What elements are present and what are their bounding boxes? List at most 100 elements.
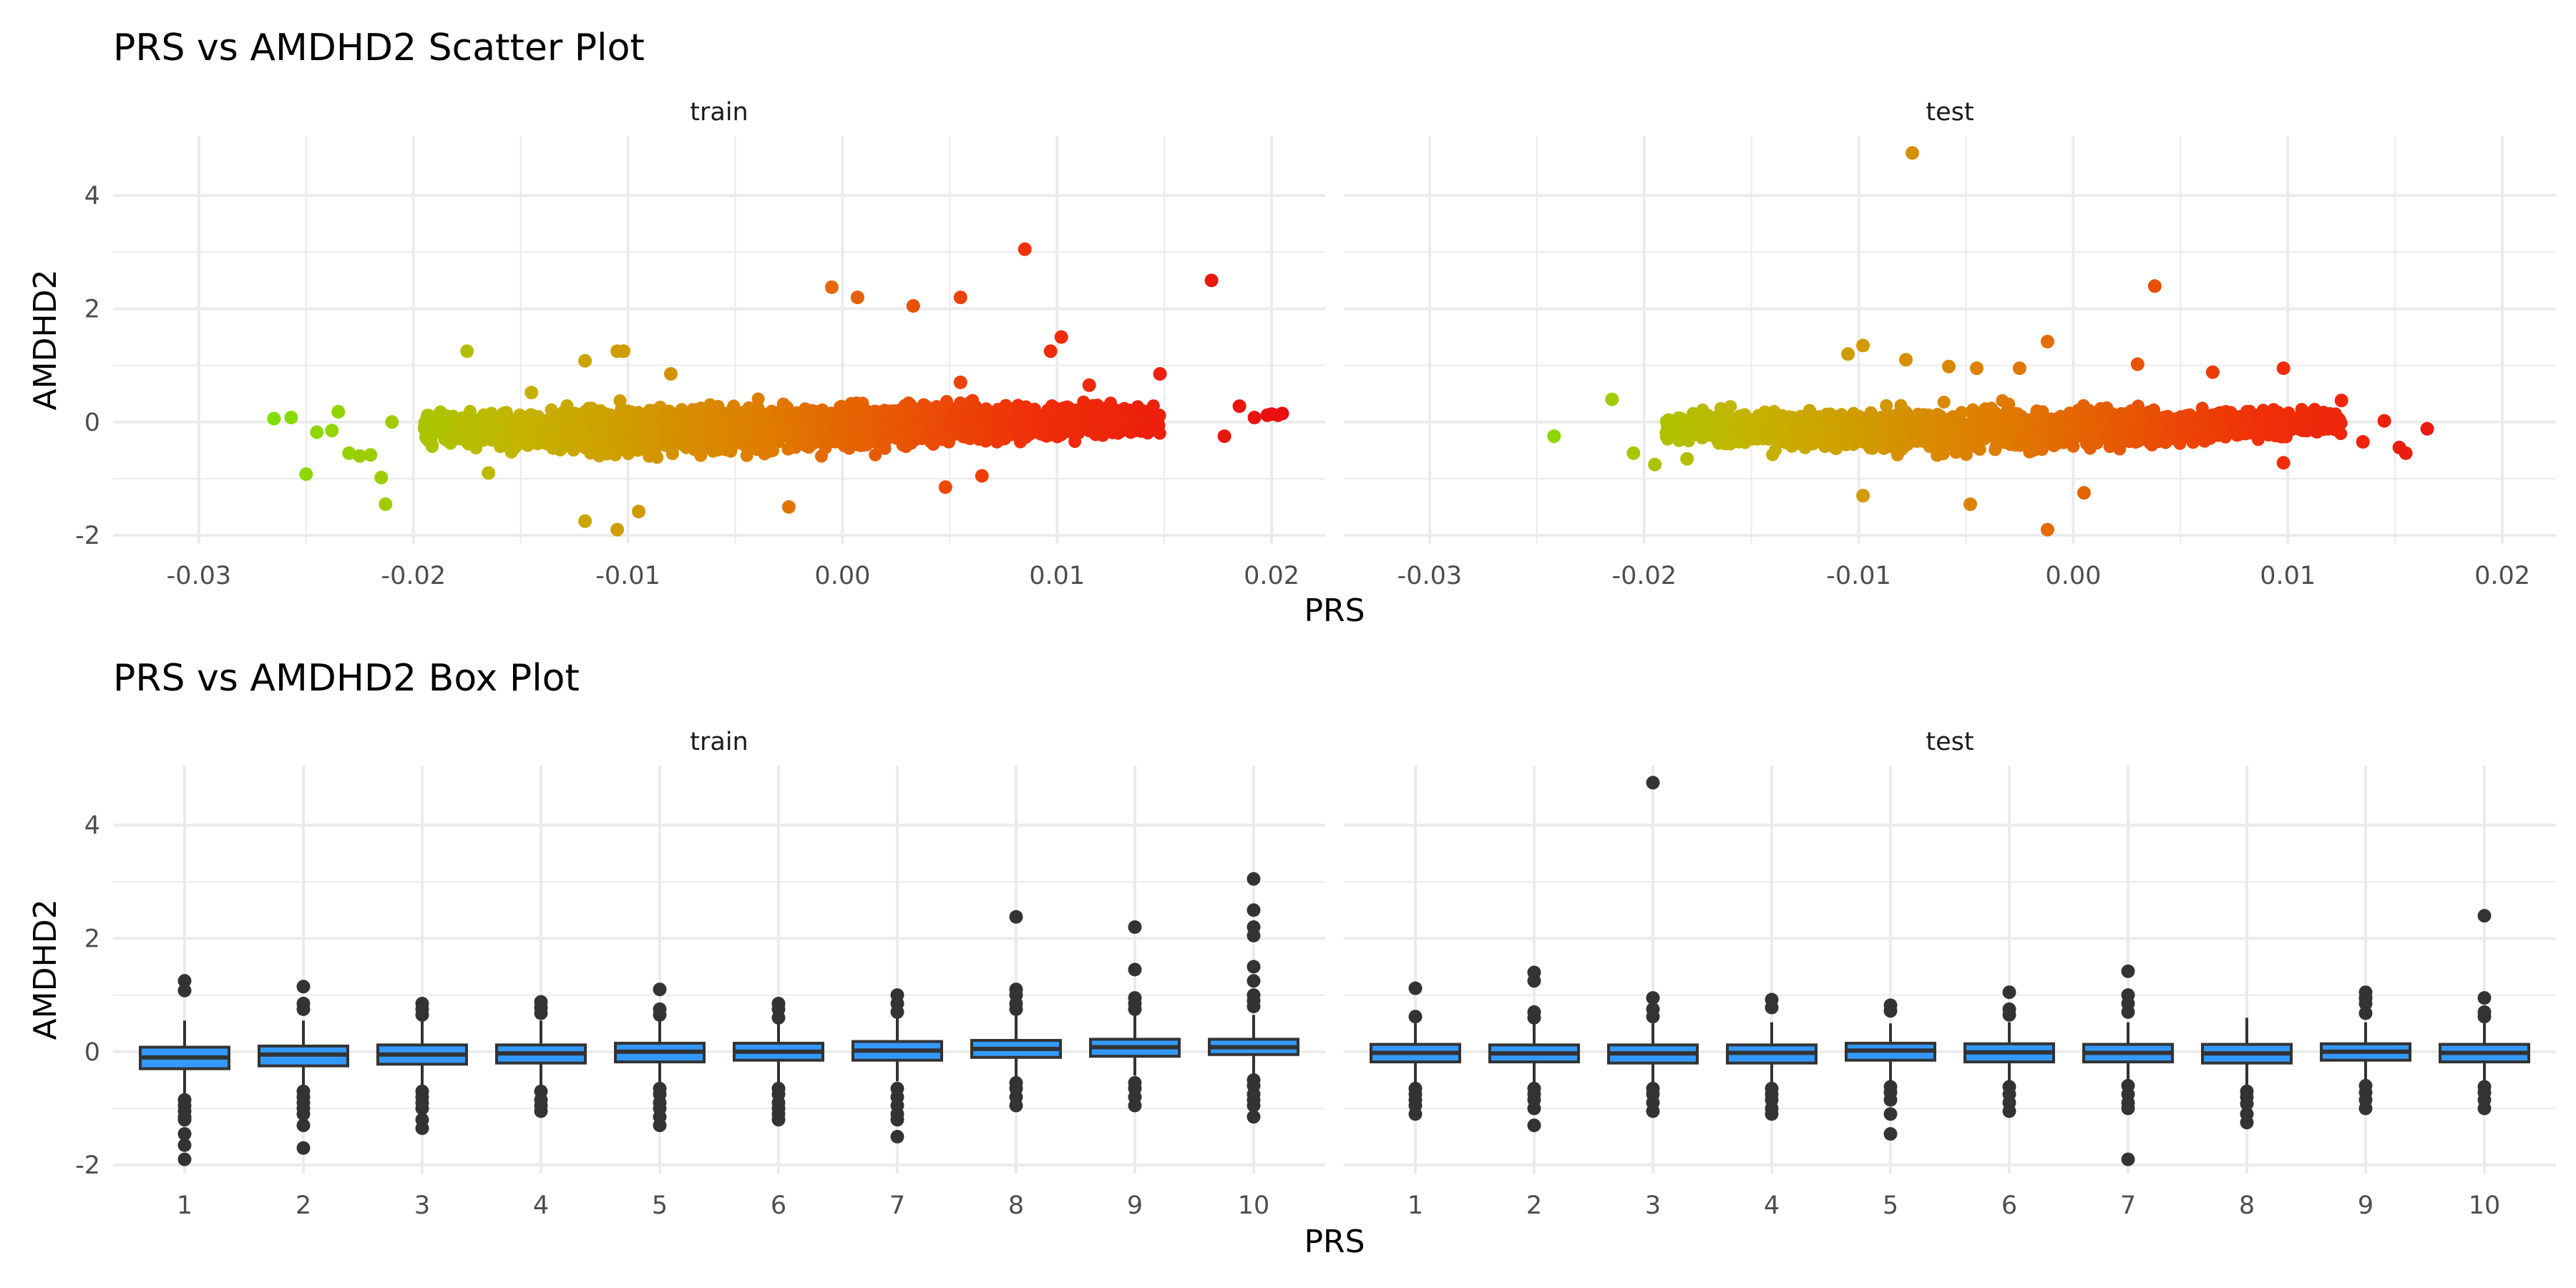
scatter-point — [632, 504, 646, 519]
box-category-1 — [139, 974, 230, 1166]
box-outlier — [1646, 991, 1660, 1005]
scatter-point — [578, 514, 592, 528]
box-outlier — [2002, 1008, 2016, 1022]
box-outlier — [2358, 1101, 2373, 1116]
scatter-point — [578, 353, 592, 368]
box-category-4 — [1726, 992, 1818, 1121]
scatter-point — [1132, 414, 1146, 428]
scatter-point — [1961, 429, 1975, 442]
box-outlier — [415, 1101, 429, 1116]
scatter-point — [975, 469, 989, 483]
scatter-point — [762, 436, 776, 449]
scatter-point — [1232, 399, 1246, 414]
box-group-train — [139, 872, 1299, 1166]
scatter-point — [736, 425, 750, 438]
scatter-point — [869, 448, 882, 462]
y-tick-label: 4 — [84, 182, 100, 210]
scatter-point — [1724, 437, 1737, 451]
scatter-point — [582, 401, 595, 415]
box-outlier — [2358, 997, 2373, 1010]
box-outlier — [296, 1118, 311, 1133]
scatter-point — [1626, 446, 1641, 460]
box-category-5 — [614, 982, 706, 1133]
box-group-test — [1370, 776, 2530, 1166]
scatter-point — [799, 410, 813, 424]
scatter-point — [706, 444, 720, 458]
box-category-10 — [1208, 872, 1299, 1124]
scatter-point — [1973, 435, 1986, 449]
box-outlier — [771, 1010, 786, 1025]
scatter-point — [1899, 353, 1913, 367]
scatter-point — [1145, 412, 1158, 426]
scatter-point — [904, 422, 917, 436]
scatter-point — [2011, 423, 2025, 436]
scatter-point — [2119, 416, 2132, 430]
box-outlier — [653, 982, 667, 997]
scatter-point — [1661, 421, 1674, 434]
box-outlier — [1646, 1010, 1660, 1024]
scatter-point — [680, 441, 693, 454]
scatter-point — [482, 466, 496, 480]
box-outlier — [177, 1113, 192, 1127]
x-tick-label: 0.01 — [1029, 562, 1085, 590]
scatter-point — [508, 441, 522, 455]
scatter-point — [1082, 378, 1096, 392]
box-outlier — [2121, 1005, 2135, 1019]
scatter-point — [923, 421, 937, 435]
scatter-point — [678, 427, 691, 441]
scatter-point — [1679, 423, 1692, 436]
box-outlier — [771, 1113, 786, 1127]
box-outlier — [1408, 981, 1423, 995]
chart-title: PRS vs AMDHD2 Box Plot — [113, 657, 580, 700]
box-outlier — [1883, 1093, 1898, 1107]
box-outlier — [1246, 872, 1261, 886]
scatter-point — [299, 467, 313, 482]
x-tick-label: 5 — [652, 1191, 668, 1220]
scatter-point — [2142, 426, 2156, 440]
scatter-point — [525, 386, 539, 400]
scatter-point — [1605, 392, 1619, 406]
scatter-point — [748, 433, 761, 447]
box-outlier — [1128, 1098, 1142, 1113]
scatter-point — [791, 433, 804, 447]
scatter-point — [771, 406, 785, 420]
box-outlier — [1883, 1127, 1898, 1141]
scatter-point — [2072, 404, 2085, 417]
scatter-point — [1894, 408, 1908, 421]
scatter-point — [2165, 431, 2178, 444]
scatter-point — [1823, 429, 1836, 443]
x-tick-label: -0.01 — [595, 562, 660, 590]
box-outlier — [1246, 1000, 1261, 1013]
scatter-point — [1880, 399, 1893, 412]
scatter-point — [1108, 417, 1122, 431]
box-category-6 — [733, 997, 824, 1127]
x-tick-label: -0.02 — [381, 562, 446, 590]
scatter-point — [2029, 410, 2042, 423]
scatter-point — [1247, 411, 1262, 424]
scatter-point — [553, 411, 567, 425]
scatter-point — [659, 404, 673, 418]
scatter-point — [385, 415, 399, 429]
scatter-point — [1050, 414, 1063, 428]
scatter-point — [736, 406, 749, 419]
y-axis-label: AMDHD2 — [27, 899, 64, 1040]
scatter-point — [745, 416, 758, 430]
x-tick-label: 0.01 — [2260, 562, 2316, 590]
scatter-point — [2233, 414, 2247, 427]
box-outlier — [1527, 974, 1541, 988]
box-outlier — [296, 980, 311, 994]
box-outlier — [2240, 1097, 2254, 1111]
scatter-point — [2253, 410, 2266, 424]
scatter-point — [610, 522, 625, 537]
scatter-point — [938, 480, 952, 494]
box-category-7 — [2082, 964, 2174, 1166]
scatter-point — [2040, 334, 2054, 348]
scatter-point — [1762, 424, 1776, 437]
box-outlier — [1128, 920, 1142, 935]
scatter-point — [464, 405, 477, 418]
scatter-point — [781, 500, 796, 514]
box-outlier — [1009, 909, 1023, 924]
scatter-point — [2270, 418, 2283, 431]
scatter-point — [1769, 444, 1782, 457]
scatter-point — [829, 419, 842, 432]
